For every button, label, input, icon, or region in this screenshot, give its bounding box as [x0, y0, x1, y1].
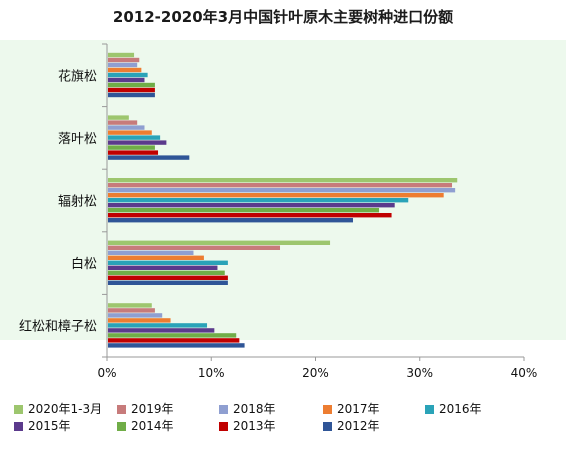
bar — [108, 57, 140, 63]
legend-swatch — [117, 422, 126, 431]
legend-swatch — [323, 405, 332, 414]
bar — [108, 323, 208, 328]
bar — [108, 275, 228, 280]
bar — [108, 328, 215, 333]
bar — [108, 265, 218, 270]
bar — [108, 72, 148, 78]
bar — [108, 203, 395, 208]
bar — [108, 218, 353, 223]
bar — [108, 308, 155, 313]
bar — [108, 280, 228, 285]
x-tick-label: 10% — [198, 366, 225, 380]
bar — [108, 92, 155, 98]
legend-swatch — [425, 405, 434, 414]
bar — [108, 120, 138, 125]
legend-label: 2017年 — [337, 402, 380, 416]
legend-swatch — [219, 405, 228, 414]
bar — [108, 155, 190, 160]
bar — [108, 183, 453, 188]
chart-title: 2012-2020年3月中国针叶原木主要树种进口份额 — [113, 8, 453, 26]
bar — [108, 188, 456, 193]
bar — [108, 130, 152, 135]
bar — [108, 150, 159, 155]
bar — [108, 140, 167, 145]
category-label: 白松 — [71, 256, 97, 272]
legend-label: 2015年 — [28, 419, 71, 433]
legend-label: 2012年 — [337, 419, 380, 433]
bar — [108, 178, 458, 183]
bar — [108, 318, 171, 323]
bar — [108, 198, 409, 203]
x-tick-label: 0% — [97, 366, 116, 380]
legend: 2020年1-3月 2019年 2018年 2017年 2016年 2015年 2014年 2… — [14, 402, 482, 433]
bar — [108, 208, 380, 213]
x-tick-label: 20% — [302, 366, 329, 380]
bar — [108, 125, 145, 130]
bar — [108, 87, 155, 93]
bar — [108, 303, 152, 308]
bar — [108, 52, 135, 58]
bar — [108, 213, 392, 218]
bar — [108, 255, 204, 260]
bar — [108, 260, 228, 265]
x-tick-label: 30% — [406, 366, 433, 380]
bar — [108, 77, 145, 83]
bar — [108, 145, 155, 150]
bar — [108, 245, 281, 250]
bar — [108, 270, 225, 275]
x-tick-label: 40% — [511, 366, 538, 380]
legend-swatch — [219, 422, 228, 431]
bar — [108, 338, 240, 343]
legend-swatch — [117, 405, 126, 414]
legend-label: 2020年1-3月 — [28, 402, 102, 416]
bar — [108, 62, 138, 68]
bar — [108, 250, 194, 255]
bar — [108, 240, 331, 245]
bar — [108, 333, 237, 338]
bar — [108, 115, 129, 120]
category-label: 红松和樟子松 — [19, 319, 97, 335]
legend-label: 2014年 — [131, 419, 174, 433]
legend-swatch — [323, 422, 332, 431]
category-label: 落叶松 — [58, 132, 97, 147]
bar — [108, 82, 155, 88]
category-label: 辐射松 — [58, 194, 97, 210]
bar — [108, 313, 163, 318]
legend-swatch — [14, 422, 23, 431]
legend-label: 2018年 — [233, 402, 276, 416]
legend-label: 2019年 — [131, 402, 174, 416]
bar — [108, 193, 444, 198]
bar — [108, 343, 245, 348]
category-label: 花旗松 — [58, 68, 97, 84]
legend-swatch — [14, 405, 23, 414]
legend-label: 2016年 — [439, 402, 482, 416]
bar — [108, 67, 142, 73]
bar — [108, 135, 161, 140]
legend-label: 2013年 — [233, 419, 276, 433]
